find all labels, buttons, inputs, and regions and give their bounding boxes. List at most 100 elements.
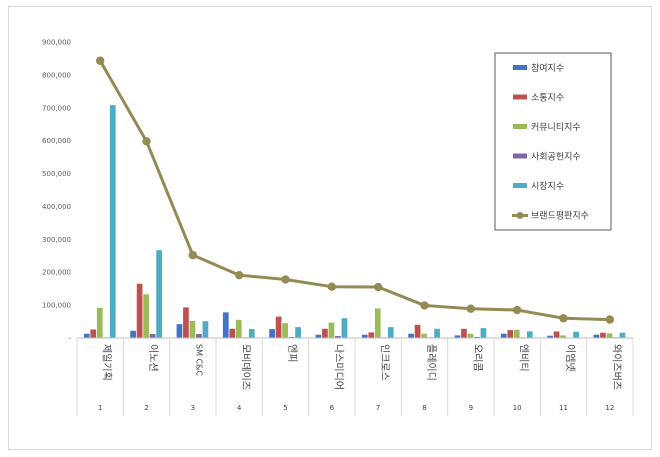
y-tick-label: 500,000 — [42, 170, 71, 178]
bar-3 — [96, 307, 103, 338]
x-category-label: 이엠넷 — [564, 344, 576, 372]
bar-2 — [183, 307, 189, 338]
legend-swatch — [513, 94, 527, 100]
bar-2 — [461, 328, 467, 338]
x-axis: 제일기획 1 이노션 2 SM C&C 3 모비데이즈 4 엔피 5 나스미디어 6 인크로스 7 플레이디… — [76, 337, 634, 416]
x-rank-label: 1 — [98, 404, 102, 412]
line-point — [605, 315, 615, 324]
bar-2 — [553, 331, 560, 338]
x-rank-label: 4 — [237, 404, 242, 412]
y-axis: - 100,000 200,000 300,000 400,000 500,000 600,… — [42, 39, 71, 343]
bar-4 — [196, 334, 202, 338]
bar-3 — [328, 322, 335, 338]
x-rank-label: 3 — [191, 404, 195, 412]
legend-label: 사회공헌지수 — [531, 152, 581, 163]
line-series-group — [95, 56, 615, 324]
bar-4 — [149, 334, 156, 338]
bar-5 — [434, 328, 440, 338]
bar-5 — [156, 250, 162, 338]
bar-1 — [547, 335, 553, 338]
x-category-label: 제일기획 — [101, 344, 113, 381]
x-rank-label: 9 — [469, 404, 473, 412]
y-tick-label: 400,000 — [42, 203, 71, 211]
bar-2 — [90, 329, 97, 338]
bar-5 — [248, 329, 255, 338]
bar-1 — [408, 333, 414, 338]
bar-5 — [109, 105, 116, 338]
bar-4 — [335, 336, 341, 338]
x-rank-label: 6 — [330, 404, 335, 412]
x-rank-label: 8 — [422, 404, 426, 412]
bar-1 — [130, 330, 136, 338]
legend-line-marker — [516, 212, 524, 219]
bar-3 — [282, 323, 288, 338]
legend-label: 시장지수 — [531, 181, 564, 192]
y-tick-label: 700,000 — [42, 104, 71, 112]
chart-frame: - 100,000 200,000 300,000 400,000 500,000 600,… — [8, 6, 652, 450]
bar-3 — [560, 335, 566, 338]
x-rank-label: 7 — [376, 404, 380, 412]
bar-2 — [275, 316, 282, 338]
chart-canvas: - 100,000 200,000 300,000 400,000 500,000 600,… — [42, 39, 634, 416]
bar-3 — [235, 319, 242, 338]
x-rank-label: 2 — [144, 404, 148, 412]
line-point — [234, 270, 244, 280]
bar-2 — [414, 324, 421, 338]
x-category-label: 나스미디어 — [332, 344, 344, 390]
bar-5 — [295, 327, 301, 338]
bar-3 — [421, 333, 427, 338]
x-category-label: 이노션 — [147, 344, 159, 372]
line-point — [95, 56, 105, 65]
bar-3 — [513, 329, 520, 338]
x-category-label: 오리콤 — [471, 344, 483, 372]
bar-1 — [361, 334, 368, 338]
x-category-label: SM C&C — [194, 344, 203, 376]
y-tick-label: - — [68, 335, 71, 343]
bar-1 — [83, 333, 90, 338]
y-tick-label: 800,000 — [42, 71, 71, 79]
bar-5 — [202, 321, 209, 338]
line-point — [327, 282, 337, 291]
x-category-label: 엔비티 — [518, 344, 530, 372]
bar-3 — [606, 333, 613, 338]
bar-1 — [176, 324, 183, 338]
line-point — [466, 304, 476, 313]
bar-1 — [315, 334, 322, 338]
legend-label: 브랜드평판지수 — [531, 211, 589, 222]
x-category-label: 인크로스 — [379, 344, 391, 381]
x-category-label: 플레이디 — [425, 344, 437, 381]
line-point — [188, 250, 198, 260]
line-point — [559, 314, 568, 323]
bar-1 — [500, 333, 507, 338]
bar-3 — [189, 320, 196, 338]
legend-box — [494, 52, 612, 231]
line-point — [142, 137, 151, 146]
x-rank-label: 12 — [605, 404, 614, 412]
bar-3 — [374, 308, 381, 338]
bar-2 — [368, 332, 375, 338]
x-category-label: 엔피 — [286, 344, 298, 362]
bar-2 — [229, 328, 236, 338]
legend-swatch — [513, 65, 527, 70]
bar-1 — [222, 312, 229, 338]
bar-5 — [526, 331, 533, 338]
bar-3 — [143, 294, 149, 338]
y-tick-label: 100,000 — [42, 302, 71, 310]
bar-5 — [573, 331, 579, 338]
x-category-label: 모비데이즈 — [240, 344, 252, 390]
y-tick-label: 900,000 — [42, 39, 71, 47]
bar-series-group — [83, 105, 626, 338]
y-tick-label: 200,000 — [42, 269, 71, 277]
x-rank-label: 5 — [283, 404, 287, 412]
bar-2 — [507, 330, 514, 338]
x-rank-label: 10 — [513, 404, 522, 412]
y-tick-label: 600,000 — [42, 137, 71, 145]
bar-5 — [341, 318, 348, 338]
legend-label: 소통지수 — [531, 93, 564, 104]
y-tick-label: 300,000 — [42, 236, 71, 244]
legend-label: 참여지수 — [531, 62, 564, 74]
bar-3 — [467, 333, 474, 338]
x-rank-label: 11 — [559, 404, 568, 412]
bar-5 — [387, 327, 394, 338]
